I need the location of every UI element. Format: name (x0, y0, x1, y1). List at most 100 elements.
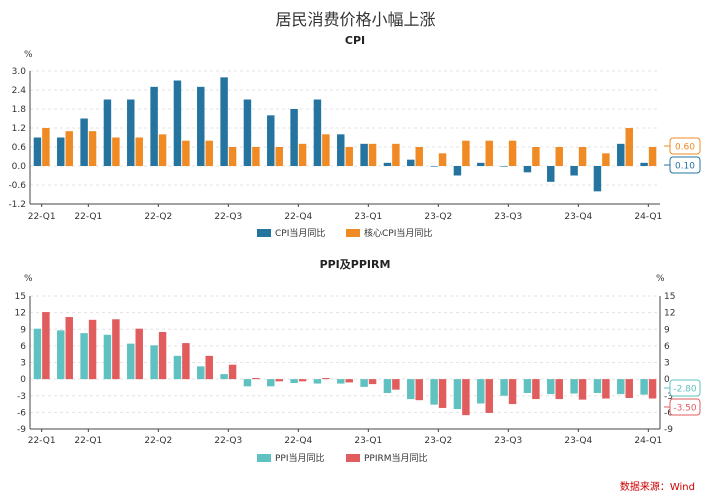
ppi-legend-swatch (257, 454, 271, 462)
ppi-bar-b (485, 379, 493, 413)
ppi-bar-a (453, 379, 462, 410)
ppi-bar-a (593, 379, 602, 393)
cpi-bar-a (267, 115, 275, 166)
cpi-end-label-box (669, 156, 701, 174)
cpi-bar-b (298, 143, 307, 166)
cpi-bar-a (360, 143, 368, 166)
ppi-bar-b (532, 379, 540, 400)
ppi-bar-a (220, 374, 228, 380)
cpi-legend-swatch (346, 229, 360, 237)
ppi-bar-a (500, 379, 508, 396)
cpi-bar-b (625, 128, 633, 166)
ppi-bar-b (158, 332, 167, 380)
cpi-unit-left: % (24, 50, 33, 60)
cpi-bar-a (547, 166, 555, 182)
ppi-xtick-label: 23-Q4 (564, 436, 592, 446)
cpi-end-label: 0.10 (675, 162, 695, 172)
ppi-bar-b (298, 379, 307, 382)
ppi-bar-b (578, 379, 587, 400)
ppi-bar-a (150, 345, 158, 380)
cpi-bar-b (508, 140, 517, 166)
ppi-bar-b (345, 379, 353, 383)
cpi-xtick-label: 22-Q3 (214, 212, 242, 222)
cpi-ytick-label: 1.2 (12, 124, 26, 134)
cpi-bar-a (243, 99, 252, 166)
cpi-bar-b (602, 153, 610, 166)
ppi-bar-a (617, 379, 625, 395)
ppi-ytick-label: -6 (17, 408, 26, 418)
cpi-bar-b (135, 137, 143, 166)
cpi-xtick-label: 22-Q1 (28, 212, 56, 222)
cpi-bar-b (275, 147, 283, 166)
ppi-bar-a (383, 379, 392, 393)
ppi-ytick-label: -9 (17, 425, 26, 435)
ppi-bar-b (322, 378, 330, 380)
ppi-end-label-box (669, 398, 701, 416)
cpi-bar-a (80, 118, 88, 166)
ppi-ytick-label: 3 (20, 359, 26, 369)
cpi-bar-a (197, 86, 205, 166)
cpi-bar-b (648, 147, 657, 166)
cpi-bar-b (392, 143, 400, 166)
ppi-ytick-label-right: -9 (664, 425, 673, 435)
ppi-ytick-label: 9 (20, 325, 26, 335)
cpi-bar-b (415, 147, 423, 166)
cpi-bar-a (477, 162, 485, 166)
cpi-bar-b (252, 147, 260, 166)
cpi-bar-a (570, 166, 578, 176)
ppi-bar-a (127, 343, 135, 380)
ppi-bar-b (438, 379, 447, 408)
ppi-unit-right: % (656, 274, 665, 284)
ppi-bar-b (228, 364, 237, 380)
ppi-xtick-label: 22-Q4 (284, 436, 312, 446)
cpi-bar-a (173, 80, 182, 166)
ppi-end-label: -3.50 (673, 404, 697, 414)
cpi-xtick-label: 23-Q1 (354, 212, 382, 222)
ppi-bar-b (462, 379, 470, 416)
cpi-bar-a (430, 166, 438, 167)
cpi-bar-a (220, 77, 228, 166)
cpi-bar-a (500, 166, 508, 167)
cpi-end-label: 0.60 (675, 143, 695, 153)
cpi-bar-a (453, 166, 462, 176)
cpi-ytick-label: -0.6 (8, 181, 26, 191)
ppi-bar-a (267, 379, 275, 387)
data-source-note: 数据来源：Wind (619, 482, 695, 493)
cpi-bar-a (290, 109, 298, 166)
cpi-ytick-label: 0.0 (12, 162, 27, 172)
cpi-ytick-label: -1.2 (8, 200, 26, 210)
cpi-bar-b (42, 128, 50, 166)
ppi-ytick-label-right: 3 (664, 359, 670, 369)
ppi-ytick-label-right: 12 (664, 309, 675, 319)
ppi-xtick-label: 24-Q1 (634, 436, 662, 446)
ppi-bar-b (252, 378, 260, 380)
cpi-xtick-label: 22-Q4 (284, 212, 312, 222)
cpi-bar-a (617, 143, 625, 166)
cpi-bar-b (88, 131, 97, 166)
cpi-bar-b (438, 153, 447, 166)
ppi-bar-a (197, 366, 205, 380)
cpi-bar-a (150, 86, 158, 166)
cpi-bar-a (407, 159, 415, 166)
cpi-end-label-box (669, 137, 701, 155)
ppi-end-label-box (669, 379, 701, 397)
ppi-bar-b (42, 312, 50, 380)
ppi-bar-b (65, 317, 73, 380)
cpi-bar-b (462, 140, 470, 166)
ppi-bar-a (290, 379, 298, 384)
ppi-bar-b (182, 343, 190, 380)
ppi-bar-a (477, 379, 485, 404)
cpi-bar-b (205, 140, 213, 166)
cpi-bar-b (112, 137, 120, 166)
ppi-ytick-label: 0 (20, 375, 26, 385)
ppi-xtick-label: 22-Q2 (144, 436, 172, 446)
ppi-bar-b (625, 379, 633, 398)
cpi-bar-b (578, 147, 587, 166)
ppi-bar-b (392, 379, 400, 390)
ppi-bar-a (173, 355, 182, 380)
cpi-bar-b (158, 134, 167, 166)
ppi-ytick-label: 6 (20, 342, 26, 352)
ppi-xtick-label: 23-Q1 (354, 436, 382, 446)
